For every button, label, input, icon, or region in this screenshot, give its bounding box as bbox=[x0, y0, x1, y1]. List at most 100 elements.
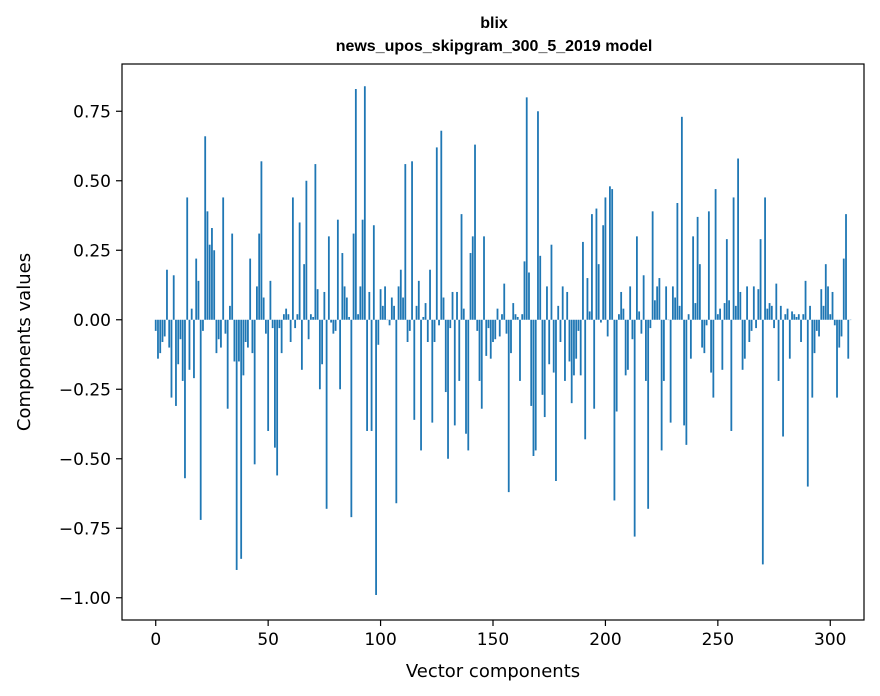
bar bbox=[674, 297, 677, 320]
chart-title: blix bbox=[480, 15, 508, 32]
bar bbox=[465, 319, 467, 434]
bar bbox=[411, 161, 413, 320]
bar bbox=[559, 319, 562, 342]
bar bbox=[408, 319, 411, 331]
bar bbox=[582, 241, 584, 320]
bar bbox=[474, 144, 476, 320]
bar bbox=[327, 236, 330, 320]
bar bbox=[615, 319, 618, 412]
bar bbox=[836, 319, 838, 398]
bar bbox=[748, 319, 751, 342]
bar bbox=[671, 286, 674, 320]
bar bbox=[566, 291, 569, 320]
bar bbox=[195, 258, 198, 320]
bar bbox=[552, 319, 555, 373]
bar bbox=[366, 319, 368, 431]
bar bbox=[730, 319, 733, 431]
bar bbox=[253, 319, 256, 465]
bar bbox=[417, 280, 420, 320]
bar bbox=[534, 319, 537, 451]
bar bbox=[170, 319, 173, 398]
bar bbox=[415, 305, 418, 320]
bar bbox=[318, 319, 321, 390]
bar bbox=[649, 319, 652, 329]
y-tick-label: 0.50 bbox=[73, 172, 111, 192]
bar bbox=[238, 319, 240, 362]
bar bbox=[231, 233, 234, 320]
x-axis-label: Vector components bbox=[406, 661, 580, 682]
bar bbox=[539, 255, 542, 320]
y-tick-label: 0.00 bbox=[73, 311, 111, 331]
bar bbox=[712, 319, 715, 398]
bar bbox=[746, 286, 748, 320]
bar bbox=[651, 211, 654, 320]
bar bbox=[489, 319, 492, 359]
bar bbox=[658, 278, 661, 320]
bar bbox=[800, 319, 802, 342]
bar bbox=[725, 239, 728, 320]
bar bbox=[822, 305, 825, 320]
bar bbox=[429, 269, 431, 320]
bar bbox=[438, 319, 440, 326]
bar bbox=[476, 319, 479, 331]
bar bbox=[793, 314, 796, 320]
bar bbox=[550, 244, 553, 320]
bar bbox=[546, 286, 548, 320]
bar bbox=[523, 261, 526, 320]
bar bbox=[759, 239, 762, 320]
bar bbox=[647, 319, 650, 509]
bar bbox=[267, 319, 270, 431]
bar bbox=[341, 253, 344, 320]
bar bbox=[291, 197, 294, 320]
bar bbox=[568, 319, 571, 362]
bar bbox=[642, 275, 645, 320]
bar bbox=[604, 197, 607, 320]
bar bbox=[665, 286, 668, 320]
bar bbox=[204, 136, 207, 320]
bar bbox=[188, 319, 191, 370]
bar bbox=[163, 319, 166, 337]
bar bbox=[755, 319, 757, 329]
bar bbox=[467, 319, 470, 451]
bar bbox=[426, 319, 429, 342]
bar bbox=[618, 314, 620, 320]
bar bbox=[451, 291, 454, 320]
x-tick-label: 250 bbox=[702, 630, 734, 650]
bar bbox=[453, 319, 456, 426]
bar bbox=[591, 214, 593, 320]
bar bbox=[161, 319, 164, 342]
bar bbox=[224, 319, 227, 334]
x-axis: 0 50 100 150 200 250 300 bbox=[150, 620, 846, 650]
bar bbox=[737, 158, 739, 320]
bar bbox=[379, 289, 382, 320]
bar bbox=[483, 236, 485, 320]
bar bbox=[226, 319, 229, 409]
bar bbox=[316, 289, 319, 320]
bar bbox=[296, 314, 299, 320]
bar bbox=[833, 319, 836, 326]
bar bbox=[298, 222, 301, 320]
bar bbox=[761, 319, 764, 565]
bar bbox=[433, 319, 436, 342]
bar bbox=[354, 89, 357, 320]
bar bbox=[806, 319, 809, 487]
bar bbox=[233, 319, 236, 362]
y-tick-label: 0.25 bbox=[73, 241, 111, 261]
bar bbox=[555, 319, 557, 481]
bar bbox=[399, 269, 402, 320]
bar bbox=[276, 319, 279, 476]
bar bbox=[710, 319, 712, 373]
bar bbox=[269, 280, 272, 320]
bar bbox=[519, 319, 521, 381]
x-tick-label: 300 bbox=[814, 630, 846, 650]
bar bbox=[280, 319, 283, 354]
bar bbox=[739, 291, 742, 320]
bar bbox=[458, 319, 461, 381]
bar bbox=[624, 319, 627, 376]
bar bbox=[424, 303, 427, 320]
y-tick-label: −0.75 bbox=[59, 519, 111, 539]
bar bbox=[339, 319, 341, 390]
bar bbox=[779, 305, 782, 320]
bar bbox=[444, 319, 447, 393]
